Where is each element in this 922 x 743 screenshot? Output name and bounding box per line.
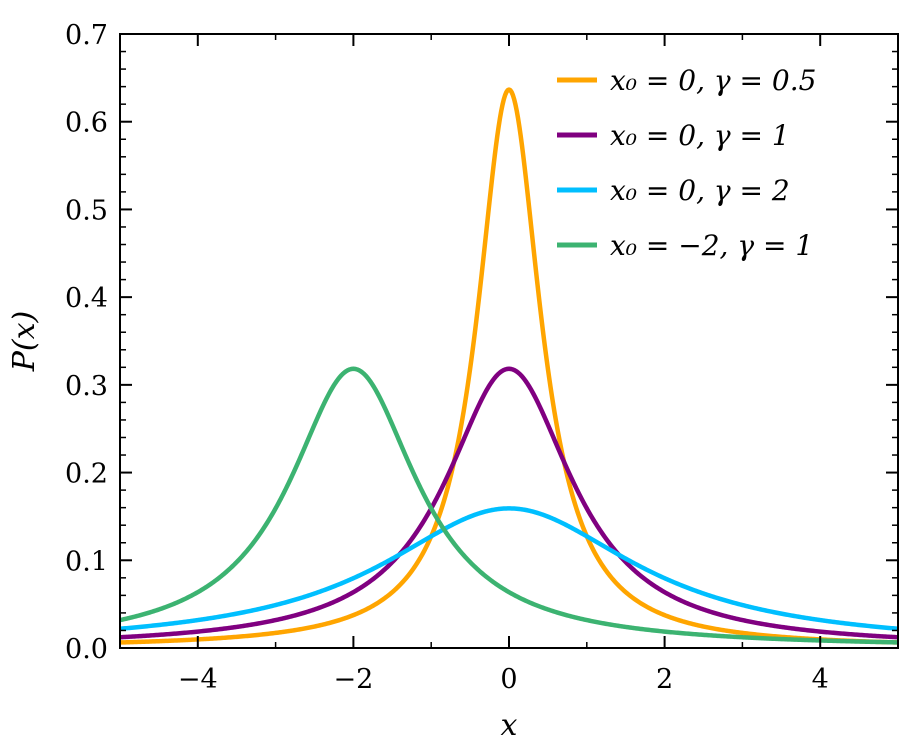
- legend-label-2: x₀ = 0, γ = 1: [610, 119, 790, 152]
- y-tick-label: 0.3: [65, 371, 108, 402]
- y-tick-label: 0.0: [65, 634, 108, 665]
- tick-labels: −4 −2 0 2 4 0.0 0.1 0.2 0.3 0.4 0.5 0.6 0.7: [65, 20, 829, 695]
- series-line-2: [120, 366, 898, 640]
- x-axis-label: x: [501, 708, 518, 743]
- y-tick-label: 0.7: [65, 20, 108, 51]
- series-line-4: [120, 366, 898, 645]
- series-line-1: [120, 87, 898, 645]
- series-layer: [120, 87, 898, 645]
- x-tick-label: 2: [656, 664, 673, 695]
- legend-label-3: x₀ = 0, γ = 2: [610, 174, 790, 207]
- x-tick-label: 0: [500, 664, 517, 695]
- legend-label-4: x₀ = −2, γ = 1: [610, 229, 813, 262]
- y-tick-label: 0.2: [65, 459, 108, 490]
- y-tick-label: 0.6: [65, 108, 108, 139]
- y-axis-label: P(x): [7, 311, 42, 373]
- y-tick-label: 0.1: [65, 546, 108, 577]
- series-line-3: [120, 506, 898, 631]
- legend-label-1: x₀ = 0, γ = 0.5: [610, 64, 816, 97]
- x-tick-label: 4: [812, 664, 829, 695]
- legend: x₀ = 0, γ = 0.5 x₀ = 0, γ = 1 x₀ = 0, γ = …: [557, 64, 816, 262]
- y-tick-label: 0.4: [65, 283, 108, 314]
- y-tick-label: 0.5: [65, 195, 108, 226]
- x-tick-label: −4: [178, 664, 218, 695]
- plot-frame: [119, 33, 899, 649]
- x-tick-label: −2: [333, 664, 373, 695]
